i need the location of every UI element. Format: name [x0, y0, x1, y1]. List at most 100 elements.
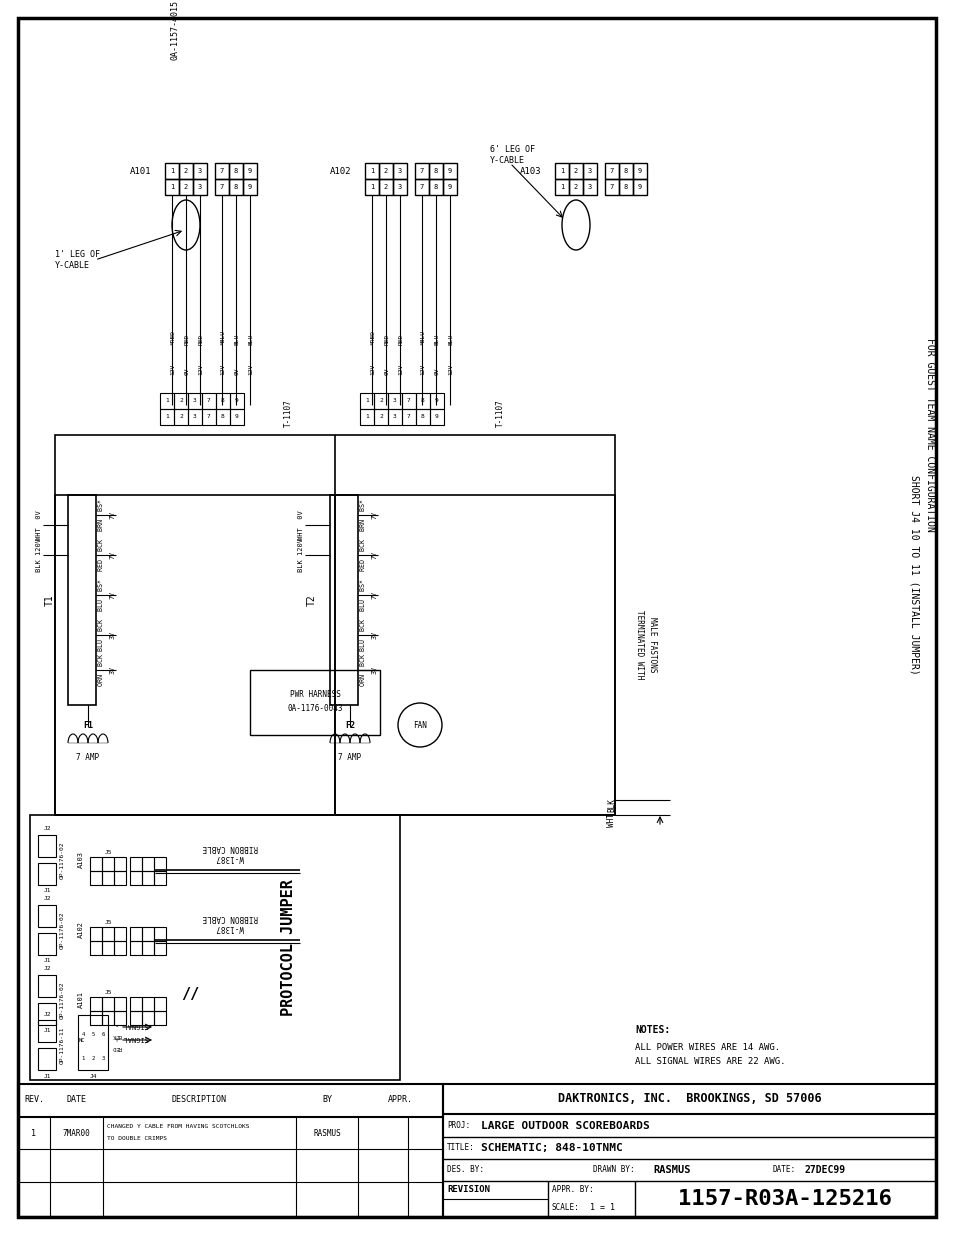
Text: DATE:: DATE:	[772, 1166, 796, 1174]
Text: J2: J2	[43, 1011, 51, 1016]
Text: MALE FASTONS: MALE FASTONS	[647, 618, 657, 673]
Bar	[188, 393, 202, 409]
Text: FOR GUEST TEAM NAME CONFIGURATION: FOR GUEST TEAM NAME CONFIGURATION	[924, 338, 934, 532]
Text: 0V: 0V	[184, 368, 190, 375]
Bar	[130, 857, 142, 871]
Bar	[153, 927, 166, 941]
Text: 2: 2	[184, 168, 188, 174]
Text: BLU  BCK: BLU BCK	[98, 619, 104, 651]
Bar	[214, 179, 229, 195]
Text: 8: 8	[434, 184, 437, 190]
Bar	[429, 179, 442, 195]
Text: 9: 9	[248, 168, 252, 174]
Bar	[568, 179, 582, 195]
Text: 7: 7	[219, 168, 224, 174]
Text: 0V: 0V	[234, 368, 239, 375]
Text: W-1387: W-1387	[216, 853, 244, 862]
Bar	[38, 1003, 56, 1025]
Text: 1' LEG OF
Y-CABLE: 1' LEG OF Y-CABLE	[55, 251, 100, 269]
Bar	[250, 671, 379, 735]
Text: 1: 1	[559, 184, 563, 190]
Text: 8: 8	[221, 415, 225, 420]
Bar	[102, 927, 113, 941]
Bar	[229, 179, 243, 195]
Text: 3: 3	[393, 415, 396, 420]
Bar	[442, 1084, 935, 1216]
Text: J1: J1	[43, 1029, 51, 1034]
Text: APPR. BY:: APPR. BY:	[552, 1184, 593, 1193]
Text: BLU: BLU	[234, 333, 239, 345]
Bar	[160, 393, 173, 409]
Text: DATE: DATE	[67, 1095, 87, 1104]
Text: 9: 9	[234, 415, 238, 420]
Text: 1: 1	[365, 399, 369, 404]
Bar	[78, 1015, 108, 1070]
Bar	[429, 163, 442, 179]
Bar	[568, 163, 582, 179]
Text: 1: 1	[165, 415, 169, 420]
Text: A101: A101	[78, 992, 84, 1009]
Text: 1: 1	[559, 168, 563, 174]
Text: RIBBON CABLE: RIBBON CABLE	[202, 844, 257, 852]
Bar	[130, 941, 142, 955]
Text: 7V: 7V	[110, 592, 116, 599]
Bar	[188, 409, 202, 425]
Bar	[38, 932, 56, 955]
Text: 1: 1	[370, 184, 374, 190]
Bar	[142, 1011, 153, 1025]
Bar	[430, 409, 443, 425]
Text: 8: 8	[233, 168, 238, 174]
Text: 6: 6	[101, 1031, 105, 1036]
Text: RED: RED	[112, 1046, 122, 1051]
Text: J2: J2	[43, 967, 51, 972]
Text: NC: NC	[79, 1037, 85, 1042]
Text: 2: 2	[574, 184, 578, 190]
Bar	[555, 163, 568, 179]
Text: 9: 9	[447, 168, 452, 174]
Text: 0A-1157-4015: 0A-1157-4015	[171, 0, 179, 61]
Bar	[90, 927, 102, 941]
Text: 1: 1	[81, 1056, 85, 1061]
Text: OP-1176-02: OP-1176-02	[60, 982, 65, 1019]
Text: OP-1176-11: OP-1176-11	[60, 1026, 65, 1063]
Text: 7V: 7V	[110, 511, 116, 519]
Bar	[230, 393, 244, 409]
Bar	[102, 871, 113, 885]
Text: WHT: WHT	[607, 813, 616, 827]
Bar	[179, 179, 193, 195]
Text: J2: J2	[43, 897, 51, 902]
Text: 2: 2	[574, 168, 578, 174]
Text: 2: 2	[383, 168, 388, 174]
Text: 3: 3	[101, 1056, 105, 1061]
Text: 7: 7	[219, 184, 224, 190]
Bar	[55, 435, 615, 815]
Bar	[618, 163, 633, 179]
Text: TO DOUBLE CRIMPS: TO DOUBLE CRIMPS	[107, 1136, 167, 1141]
Text: TERMINATED WITH: TERMINATED WITH	[635, 610, 643, 679]
Text: *BLU: *BLU	[220, 330, 225, 345]
Text: *RED: *RED	[171, 330, 175, 345]
Text: 1: 1	[365, 415, 369, 420]
Text: W-1387: W-1387	[216, 923, 244, 932]
Text: BLU  BS*: BLU BS*	[98, 579, 104, 611]
Bar	[102, 1011, 113, 1025]
Text: RASMUS: RASMUS	[313, 1129, 340, 1137]
Text: 1: 1	[170, 184, 174, 190]
Text: BLU  BCK: BLU BCK	[359, 619, 366, 651]
Text: 12V: 12V	[420, 364, 425, 375]
Text: J2: J2	[43, 826, 51, 831]
Bar	[215, 393, 230, 409]
Text: 7 AMP: 7 AMP	[338, 753, 361, 762]
Text: SIGNAL -: SIGNAL -	[115, 1023, 149, 1028]
Bar	[153, 857, 166, 871]
Bar	[365, 179, 378, 195]
Text: ALL POWER WIRES ARE 14 AWG.: ALL POWER WIRES ARE 14 AWG.	[635, 1042, 780, 1051]
Text: 12V: 12V	[448, 364, 453, 375]
Text: BRN  BS*: BRN BS*	[98, 499, 104, 531]
Text: RED: RED	[384, 333, 389, 345]
Text: 0A-1176-0043: 0A-1176-0043	[287, 704, 342, 713]
Bar	[633, 163, 646, 179]
Text: 3: 3	[397, 184, 402, 190]
Bar	[130, 997, 142, 1011]
Text: RED  BCK: RED BCK	[98, 538, 104, 571]
